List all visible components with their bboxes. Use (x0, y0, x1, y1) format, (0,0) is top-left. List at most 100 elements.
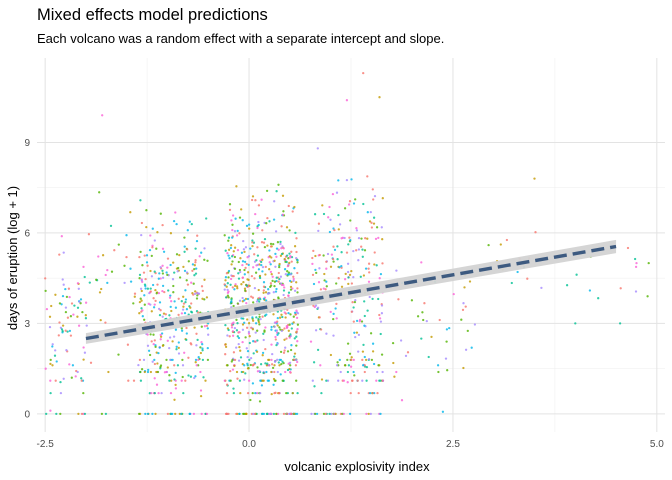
data-point (64, 329, 67, 332)
data-point (372, 216, 376, 219)
data-point (252, 266, 255, 269)
data-point (340, 285, 344, 288)
data-point (196, 311, 200, 314)
data-point (295, 379, 298, 382)
data-point (157, 391, 160, 395)
x-tick-label: 0.0 (242, 439, 256, 450)
data-point (533, 177, 536, 180)
data-point (262, 281, 266, 284)
data-point (238, 379, 242, 382)
data-point (190, 302, 193, 305)
data-point (227, 236, 231, 239)
data-point (51, 343, 54, 346)
data-point (233, 364, 236, 368)
data-point (257, 220, 260, 224)
data-point (253, 260, 257, 263)
data-point (243, 268, 246, 272)
data-point (161, 223, 164, 227)
x-tick-label: -2.5 (37, 439, 55, 450)
data-point (285, 260, 288, 264)
data-point (225, 285, 228, 288)
data-point (245, 284, 248, 287)
data-point (379, 272, 383, 276)
data-point (151, 283, 155, 287)
data-point (223, 283, 226, 286)
data-point (317, 222, 321, 225)
data-point (205, 296, 209, 299)
data-point (361, 364, 365, 367)
data-point (223, 288, 226, 291)
data-point (242, 317, 245, 320)
data-point (257, 319, 260, 322)
data-point (291, 391, 294, 395)
data-point (283, 349, 286, 352)
data-point (140, 368, 144, 371)
data-point (137, 363, 140, 367)
data-point (287, 311, 290, 315)
data-point (314, 304, 318, 307)
data-point (293, 352, 297, 355)
data-point (159, 335, 163, 338)
data-point (71, 364, 75, 367)
data-point (241, 260, 245, 263)
chart-subtitle: Each volcano was a random effect with a … (37, 31, 445, 46)
data-point (320, 378, 324, 381)
data-point (335, 364, 339, 367)
data-point (349, 365, 353, 368)
data-point (275, 329, 279, 332)
data-point (246, 391, 250, 395)
data-point (371, 342, 375, 345)
data-point (266, 362, 269, 365)
data-point (361, 255, 364, 258)
data-point (448, 326, 451, 330)
data-point (201, 358, 205, 362)
data-point (182, 391, 185, 395)
data-point (82, 391, 85, 395)
data-point (189, 375, 193, 378)
data-point (233, 255, 237, 259)
data-point (230, 298, 233, 301)
data-point (296, 360, 299, 364)
data-point (352, 370, 355, 374)
data-point (344, 272, 347, 276)
data-point (260, 260, 263, 264)
data-point (319, 288, 323, 291)
data-point (633, 257, 637, 261)
data-point (233, 358, 237, 362)
data-point (329, 353, 333, 357)
data-point (184, 289, 187, 292)
data-point (367, 280, 371, 283)
data-point (281, 379, 284, 382)
data-point (241, 276, 245, 279)
data-point (318, 253, 321, 257)
data-point (279, 350, 283, 354)
data-point (246, 318, 249, 321)
data-point (347, 276, 350, 279)
data-point (346, 270, 350, 274)
data-point (251, 391, 254, 395)
data-point (78, 300, 81, 303)
data-point (125, 255, 128, 259)
data-point (288, 323, 291, 326)
data-point (371, 391, 374, 395)
data-point (199, 394, 203, 398)
data-point (239, 349, 242, 352)
data-point (166, 257, 170, 260)
y-tick-label: 6 (24, 228, 30, 239)
data-point (233, 284, 237, 288)
data-point (139, 297, 142, 300)
data-point (277, 296, 280, 299)
data-point (279, 373, 282, 376)
data-point (83, 275, 86, 279)
data-point (174, 412, 177, 416)
data-point (265, 222, 268, 225)
data-point (296, 271, 299, 275)
data-point (264, 347, 267, 351)
data-point (159, 309, 162, 312)
data-point (350, 379, 354, 382)
data-point (181, 308, 185, 311)
data-point (125, 234, 128, 237)
data-point (151, 227, 154, 230)
data-point (232, 304, 235, 308)
data-point (150, 275, 154, 278)
